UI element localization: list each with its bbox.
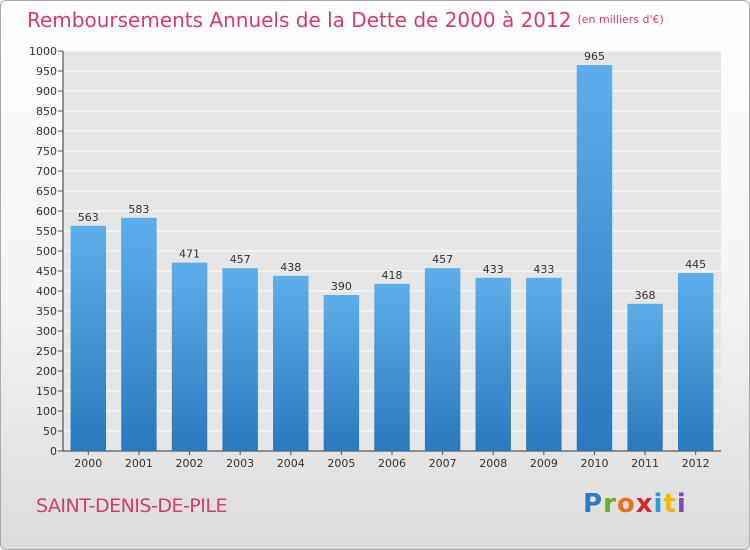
logo-letter: o bbox=[616, 489, 636, 519]
y-tick-label: 200 bbox=[36, 365, 57, 378]
data-label: 471 bbox=[179, 248, 200, 261]
y-tick-label: 300 bbox=[36, 325, 57, 338]
y-tick-label: 350 bbox=[36, 305, 57, 318]
data-label: 433 bbox=[533, 263, 554, 276]
data-label: 390 bbox=[331, 280, 352, 293]
data-label: 583 bbox=[128, 203, 149, 216]
data-label: 457 bbox=[432, 253, 453, 266]
data-label: 457 bbox=[230, 253, 251, 266]
x-tick-label: 2010 bbox=[580, 457, 608, 470]
y-tick-label: 100 bbox=[36, 405, 57, 418]
bar bbox=[374, 283, 410, 451]
bar bbox=[121, 217, 157, 451]
bar bbox=[475, 277, 511, 451]
logo-letter: i bbox=[676, 489, 687, 519]
chart-title: Remboursements Annuels de la Dette de 20… bbox=[27, 8, 664, 32]
y-tick-label: 950 bbox=[36, 65, 57, 78]
x-tick-label: 2003 bbox=[226, 457, 254, 470]
chart-subtitle: (en milliers d'€) bbox=[577, 13, 664, 26]
data-label: 438 bbox=[280, 261, 301, 274]
bar bbox=[526, 277, 562, 451]
x-tick-label: 2005 bbox=[327, 457, 355, 470]
x-tick-label: 2001 bbox=[125, 457, 153, 470]
x-tick-label: 2008 bbox=[479, 457, 507, 470]
y-tick-label: 400 bbox=[36, 285, 57, 298]
logo-letter: i bbox=[653, 489, 664, 519]
y-tick-label: 0 bbox=[50, 445, 57, 458]
bar bbox=[576, 65, 613, 451]
x-tick-label: 2012 bbox=[682, 457, 710, 470]
y-tick-label: 900 bbox=[36, 85, 57, 98]
y-tick-label: 750 bbox=[36, 145, 57, 158]
x-tick-label: 2009 bbox=[530, 457, 558, 470]
bar bbox=[171, 262, 208, 451]
y-tick-label: 650 bbox=[36, 185, 57, 198]
logo-letter: r bbox=[603, 489, 617, 519]
x-tick-label: 2000 bbox=[74, 457, 102, 470]
x-tick-label: 2002 bbox=[176, 457, 204, 470]
y-tick-label: 150 bbox=[36, 385, 57, 398]
y-tick-label: 550 bbox=[36, 225, 57, 238]
logo-letter: x bbox=[635, 489, 654, 519]
bar bbox=[70, 225, 107, 451]
title-text: Remboursements Annuels de la Dette de 20… bbox=[27, 8, 572, 32]
y-tick-label: 800 bbox=[36, 125, 57, 138]
logo-letter: t bbox=[663, 489, 677, 519]
y-tick-label: 850 bbox=[36, 105, 57, 118]
data-label: 418 bbox=[382, 269, 403, 282]
data-label: 965 bbox=[584, 50, 605, 63]
y-tick-label: 450 bbox=[36, 265, 57, 278]
bar bbox=[677, 273, 714, 451]
logo-letter: P bbox=[583, 489, 604, 519]
data-label: 563 bbox=[78, 211, 99, 224]
y-tick-label: 500 bbox=[36, 245, 57, 258]
bar bbox=[273, 275, 309, 451]
y-tick-label: 50 bbox=[43, 425, 57, 438]
x-tick-label: 2011 bbox=[631, 457, 659, 470]
data-label: 433 bbox=[483, 263, 504, 276]
bar bbox=[323, 295, 360, 451]
y-tick-label: 600 bbox=[36, 205, 57, 218]
data-label: 445 bbox=[685, 258, 706, 271]
x-tick-label: 2006 bbox=[378, 457, 406, 470]
x-tick-label: 2004 bbox=[277, 457, 305, 470]
bar bbox=[627, 303, 663, 451]
y-tick-label: 250 bbox=[36, 345, 57, 358]
y-tick-label: 1000 bbox=[29, 45, 57, 58]
bar bbox=[424, 268, 461, 451]
bar bbox=[222, 268, 258, 451]
x-tick-label: 2007 bbox=[429, 457, 457, 470]
city-name: SAINT-DENIS-DE-PILE bbox=[36, 495, 227, 517]
proxiti-logo: Proxiti bbox=[583, 489, 687, 519]
data-label: 368 bbox=[635, 289, 656, 302]
y-tick-label: 700 bbox=[36, 165, 57, 178]
